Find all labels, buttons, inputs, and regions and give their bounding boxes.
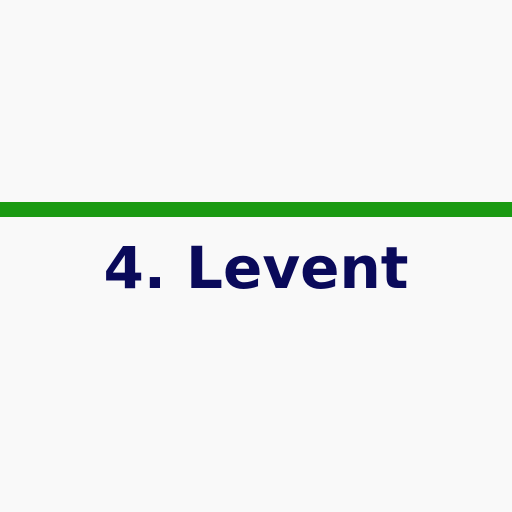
station-name: 4. Levent bbox=[103, 234, 409, 302]
line-stripe bbox=[0, 202, 512, 217]
